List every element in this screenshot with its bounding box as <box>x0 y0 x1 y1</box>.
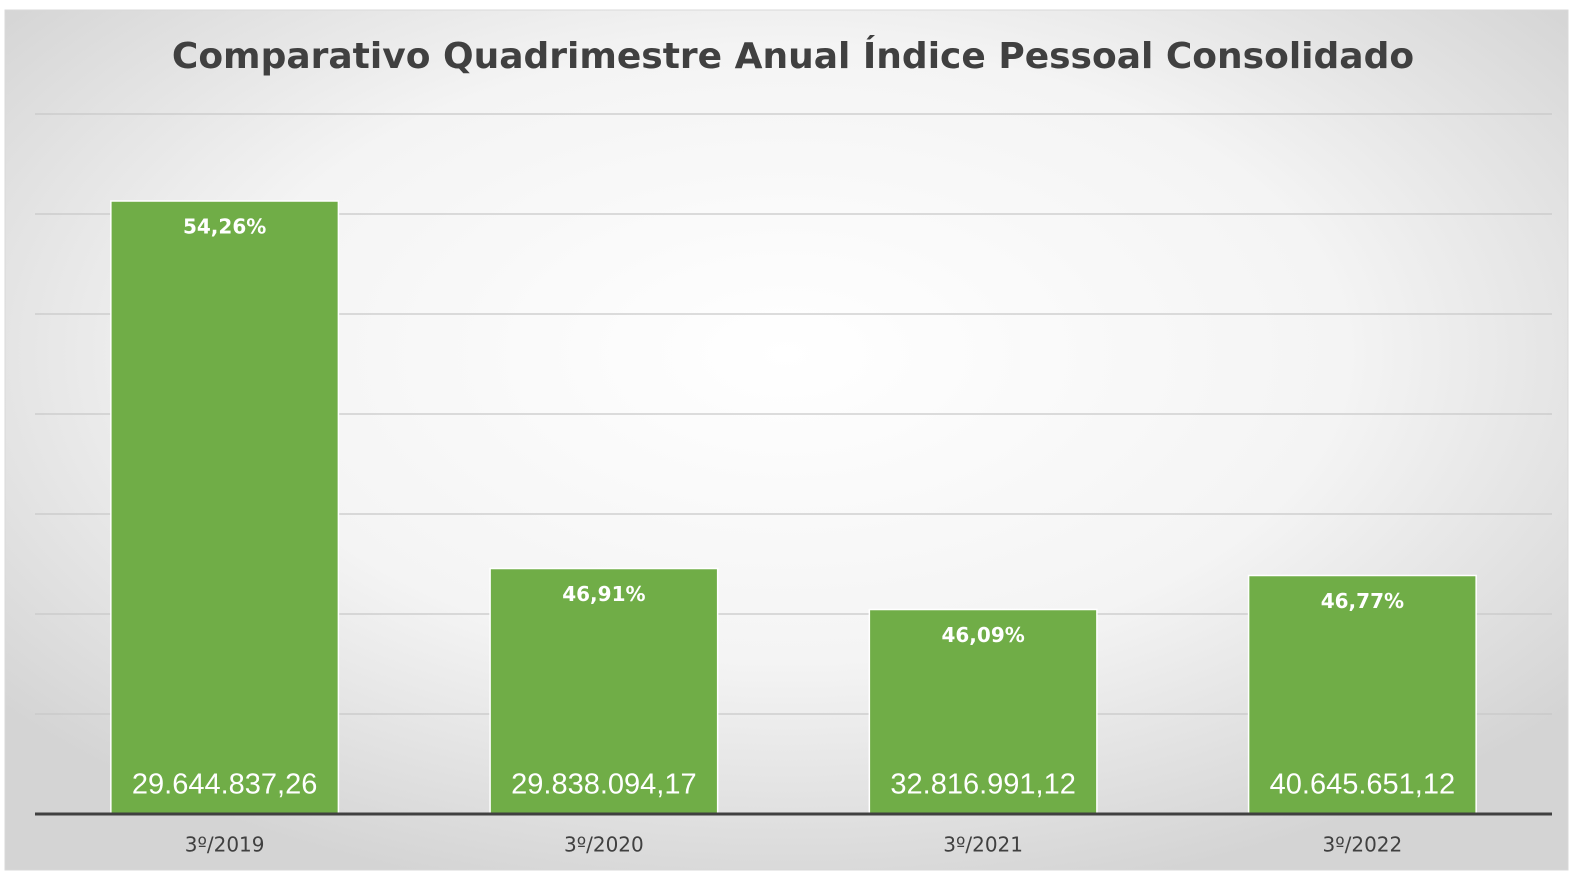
amount-label: 32.816.991,12 <box>890 769 1075 801</box>
value-label: 46,91% <box>562 582 645 606</box>
bar <box>868 608 1098 815</box>
value-label: 54,26% <box>183 215 266 239</box>
value-label: 46,77% <box>1321 589 1404 613</box>
bar <box>110 200 340 815</box>
chart-title: Comparativo Quadrimestre Anual Índice Pe… <box>172 35 1414 77</box>
amount-label: 29.838.094,17 <box>511 769 696 801</box>
x-tick-label: 3º/2022 <box>1322 833 1402 857</box>
x-tick-label: 3º/2021 <box>943 833 1023 857</box>
amount-label: 29.644.837,26 <box>132 769 317 801</box>
bar <box>1247 574 1477 815</box>
x-tick-label: 3º/2020 <box>564 833 644 857</box>
amount-label: 40.645.651,12 <box>1270 769 1455 801</box>
value-label: 46,09% <box>941 623 1024 647</box>
bar <box>489 567 719 815</box>
x-tick-label: 3º/2019 <box>185 833 265 857</box>
